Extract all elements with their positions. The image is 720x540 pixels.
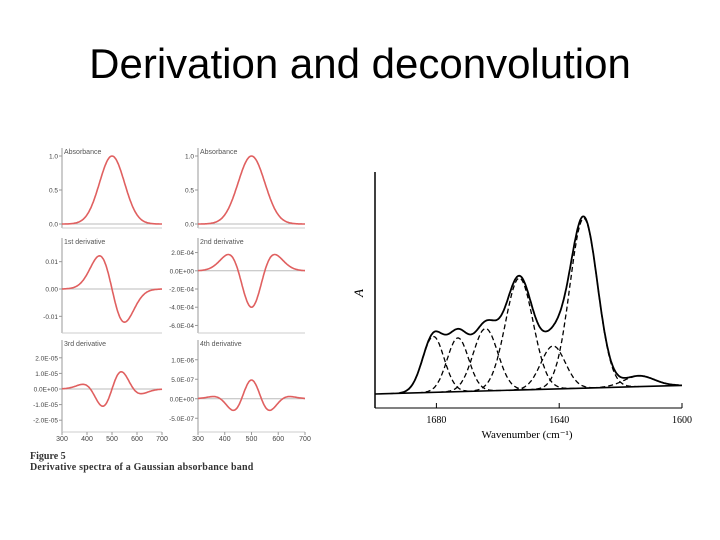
x-tick-label: 700 bbox=[299, 436, 311, 443]
y-tick-label: 0.5 bbox=[185, 188, 194, 195]
x-tick-label: 300 bbox=[192, 436, 204, 443]
x-tick-label: 500 bbox=[246, 436, 258, 443]
y-tick-label: 0.0E+00 bbox=[34, 387, 59, 394]
panel-title: 4th derivative bbox=[200, 341, 242, 348]
figure-5-caption-text: Derivative spectra of a Gaussian absorba… bbox=[30, 462, 254, 473]
derivative-curve bbox=[198, 253, 305, 309]
x-axis-label: Wavenumber (cm⁻¹) bbox=[482, 429, 573, 441]
x-tick-label: 600 bbox=[272, 436, 284, 443]
derivative-panel: 2.0E-05 1.0E-05 0.0E+00 -1.0E-05 -2.0E-05 3rd… bbox=[33, 340, 168, 443]
x-tick-label: 400 bbox=[219, 436, 231, 443]
y-tick-label: 5.0E-07 bbox=[171, 377, 194, 384]
y-tick-label: -4.0E-04 bbox=[169, 305, 194, 312]
component-band bbox=[503, 345, 603, 392]
component-band bbox=[436, 327, 535, 393]
panel-title: Absorbance bbox=[64, 149, 101, 156]
figure-5-caption-number: Figure 5 bbox=[30, 451, 66, 462]
y-tick-label: -2.0E-05 bbox=[33, 418, 58, 425]
y-tick-label: 0.01 bbox=[45, 259, 58, 266]
y-tick-label: 1.0 bbox=[185, 154, 194, 161]
x-tick-label: 600 bbox=[131, 436, 143, 443]
x-tick-label: 400 bbox=[81, 436, 93, 443]
y-tick-label: 0.0E+00 bbox=[170, 396, 195, 403]
y-tick-label: -5.0E-07 bbox=[169, 416, 194, 423]
y-tick-label: 0.0E+00 bbox=[170, 268, 195, 275]
derivative-curve bbox=[62, 254, 162, 324]
derivative-curve bbox=[62, 155, 162, 225]
x-tick-label: 1640 bbox=[549, 415, 569, 426]
y-tick-label: -6.0E-04 bbox=[169, 323, 194, 330]
panel-title: Absorbance bbox=[200, 149, 237, 156]
y-tick-label: 0.5 bbox=[49, 188, 58, 195]
y-axis-label: A bbox=[351, 289, 366, 298]
panel-title: 2nd derivative bbox=[200, 239, 244, 246]
y-tick-label: 2.0E-05 bbox=[35, 355, 58, 362]
component-band bbox=[414, 337, 501, 394]
derivative-panel: 1.0E-06 5.0E-07 0.0E+00 -5.0E-07 4th derivat… bbox=[169, 340, 311, 443]
derivative-panel: 1.0 0.5 0.0 Absorbance bbox=[185, 148, 305, 229]
component-band bbox=[463, 277, 575, 393]
derivative-panel: 2.0E-04 0.0E+00 -2.0E-04 -4.0E-04 -6.0E-04 2n… bbox=[169, 238, 305, 334]
derivative-panel: 1.0 0.5 0.0 Absorbance bbox=[49, 148, 162, 229]
x-tick-label: 500 bbox=[106, 436, 118, 443]
y-tick-label: 1.0E-05 bbox=[35, 371, 58, 378]
y-tick-label: 0.0 bbox=[49, 222, 58, 229]
y-tick-label: 0.0 bbox=[185, 222, 194, 229]
derivative-panel: 0.01 0.00 -0.01 1st derivative bbox=[43, 238, 162, 334]
x-tick-label: 1680 bbox=[426, 415, 446, 426]
y-tick-label: -0.01 bbox=[43, 314, 58, 321]
panel-title: 3rd derivative bbox=[64, 341, 106, 348]
y-tick-label: -2.0E-04 bbox=[169, 287, 194, 294]
x-tick-label: 1600 bbox=[672, 415, 692, 426]
component-band bbox=[528, 217, 640, 391]
y-tick-label: 1.0 bbox=[49, 154, 58, 161]
panel-title: 1st derivative bbox=[64, 239, 105, 246]
x-tick-label: 300 bbox=[56, 436, 68, 443]
figure-5-caption: Figure 5 Derivative spectra of a Gaussia… bbox=[30, 451, 254, 473]
y-tick-label: 2.0E-04 bbox=[171, 250, 194, 257]
sum-curve bbox=[399, 215, 679, 394]
derivative-curve bbox=[198, 379, 305, 412]
y-tick-label: 0.00 bbox=[45, 287, 58, 294]
derivative-curve bbox=[198, 155, 305, 225]
derivative-curve bbox=[61, 371, 163, 407]
x-tick-label: 700 bbox=[156, 436, 168, 443]
y-tick-label: 1.0E-06 bbox=[171, 357, 194, 364]
y-tick-label: -1.0E-05 bbox=[33, 402, 58, 409]
slide-title: Derivation and deconvolution bbox=[89, 40, 631, 87]
